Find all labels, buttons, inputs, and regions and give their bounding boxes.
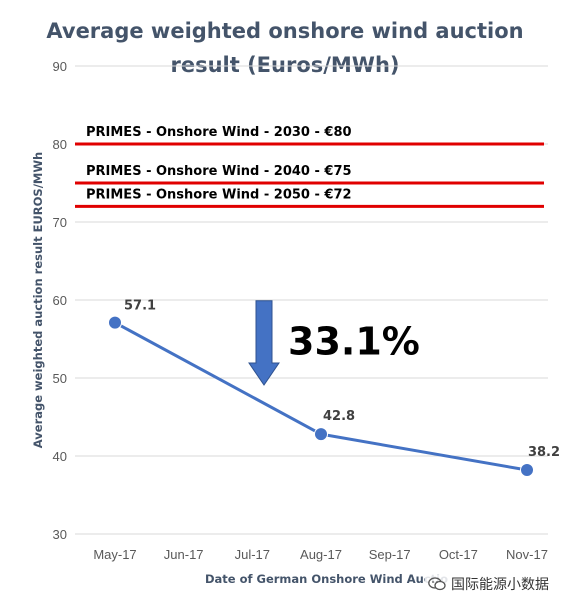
reference-line-label: PRIMES - Onshore Wind - 2050 - €72 bbox=[86, 187, 352, 202]
x-tick-label: Nov-17 bbox=[506, 547, 548, 562]
data-label: 38.2 bbox=[528, 445, 560, 460]
x-axis-ticks: May-17 Jun-17 Jul-17 Aug-17 Sep-17 Oct-17 Nov-… bbox=[93, 547, 548, 562]
change-annotation: 33.1% bbox=[248, 300, 420, 386]
data-label: 42.8 bbox=[323, 409, 355, 424]
y-tick-label: 30 bbox=[53, 527, 67, 542]
data-label: 57.1 bbox=[124, 299, 156, 314]
reference-line-label: PRIMES - Onshore Wind - 2040 - €75 bbox=[86, 164, 352, 179]
chart-title-line-1: Average weighted onshore wind auction bbox=[46, 19, 523, 43]
data-point bbox=[314, 427, 328, 442]
y-tick-label: 70 bbox=[53, 215, 67, 230]
x-tick-label: Jun-17 bbox=[164, 547, 204, 562]
series-line: 57.1 42.8 38.2 bbox=[108, 299, 560, 478]
change-percentage: 33.1% bbox=[288, 319, 420, 363]
y-tick-label: 60 bbox=[53, 293, 67, 308]
y-tick-label: 80 bbox=[53, 137, 67, 152]
data-point bbox=[520, 463, 534, 478]
watermark-text: 国际能源小数据 bbox=[451, 577, 549, 593]
y-tick-label: 50 bbox=[53, 371, 67, 386]
chart-title-line-2: result (Euros/MWh) bbox=[170, 53, 399, 77]
watermark: 国际能源小数据 bbox=[425, 573, 552, 595]
x-axis-label: Date of German Onshore Wind Auctio bbox=[205, 572, 448, 586]
y-axis-ticks: 30 40 50 60 70 80 90 bbox=[53, 59, 67, 542]
reference-lines: PRIMES - Onshore Wind - 2030 - €80 PRIMES… bbox=[75, 125, 544, 208]
data-point bbox=[108, 315, 122, 330]
x-tick-label: Sep-17 bbox=[369, 547, 411, 562]
chart-title: Average weighted onshore wind auction re… bbox=[46, 19, 523, 77]
y-tick-label: 40 bbox=[53, 449, 67, 464]
reference-line-label: PRIMES - Onshore Wind - 2030 - €80 bbox=[86, 125, 352, 140]
y-tick-label: 90 bbox=[53, 59, 67, 74]
y-axis-label: Average weighted auction result EUROS/MW… bbox=[31, 152, 45, 448]
down-arrow-icon bbox=[248, 300, 280, 386]
x-tick-label: Oct-17 bbox=[439, 547, 478, 562]
x-tick-label: Aug-17 bbox=[300, 547, 342, 562]
x-tick-label: May-17 bbox=[93, 547, 136, 562]
x-tick-label: Jul-17 bbox=[235, 547, 270, 562]
wechat-icon bbox=[428, 577, 446, 591]
